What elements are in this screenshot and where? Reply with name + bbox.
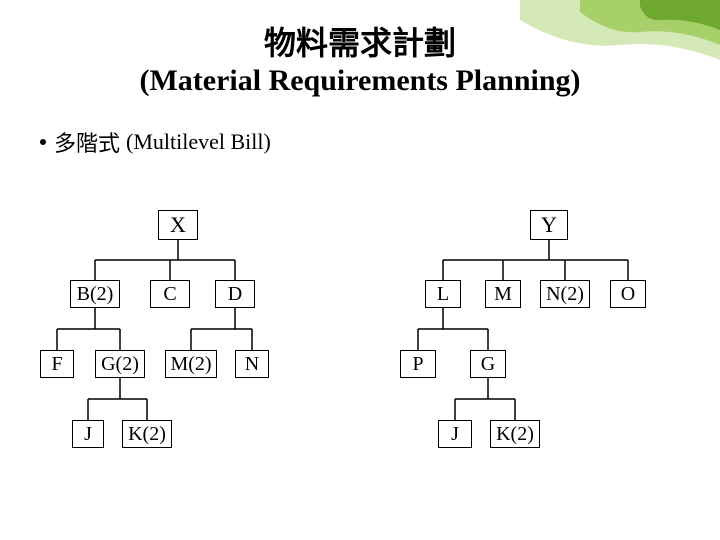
tree-node: O [610,280,646,308]
tree-node: N(2) [540,280,590,308]
tree-node: K(2) [122,420,172,448]
tree-node: Y [530,210,568,240]
tree-node: D [215,280,255,308]
tree-node: X [158,210,198,240]
tree-node: J [72,420,104,448]
tree-node: C [150,280,190,308]
tree-node: N [235,350,269,378]
tree-node: F [40,350,74,378]
tree-node: K(2) [490,420,540,448]
tree-node: G [470,350,506,378]
bullet-dot-icon [40,139,46,145]
bullet-text-en: (Multilevel Bill) [126,129,271,155]
bullet-text-cn: 多階式 [54,126,120,158]
title-block: 物料需求計劃 (Material Requirements Planning) [0,0,720,98]
tree-node: G(2) [95,350,145,378]
tree-diagram-area: X B(2) CD F G(2) M(2) N J K(2) Y LM N(2) O P G J K(2) [40,210,680,510]
tree-node: L [425,280,461,308]
tree-node: M [485,280,521,308]
tree-node: P [400,350,436,378]
title-english: (Material Requirements Planning) [0,64,720,98]
bullet-row: 多階式 (Multilevel Bill) [40,126,720,158]
tree-node: J [438,420,472,448]
tree-node: B(2) [70,280,120,308]
tree-node: M(2) [165,350,217,378]
title-chinese: 物料需求計劃 [0,18,720,64]
